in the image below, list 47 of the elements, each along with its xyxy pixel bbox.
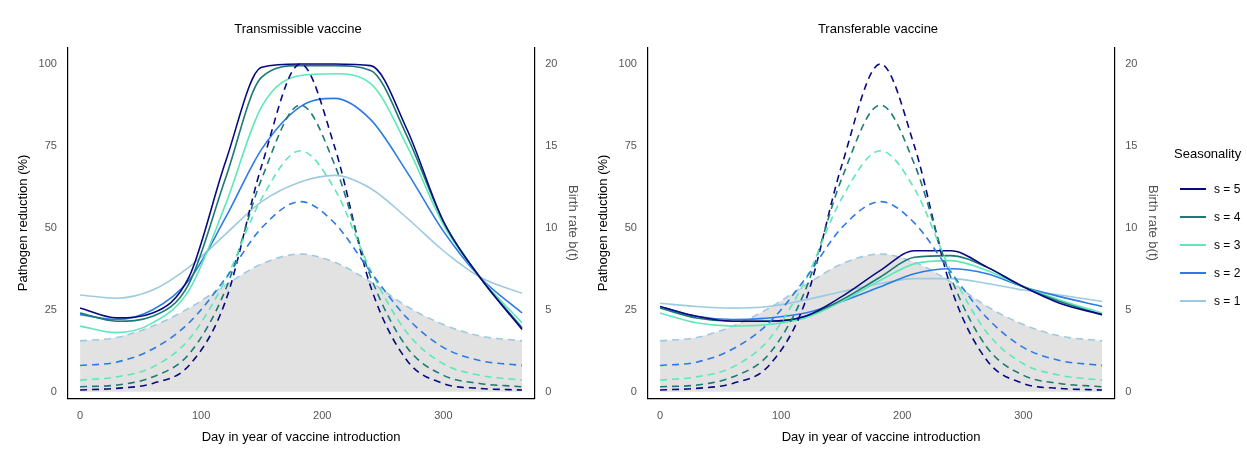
y2-tick-label: 10	[1125, 220, 1138, 233]
x-axis-title: Day in year of vaccine introduction	[781, 428, 981, 444]
x-tick-label: 300	[434, 408, 453, 421]
y-tick-label: 100	[618, 57, 637, 70]
y-tick-label: 50	[624, 220, 637, 233]
x-tick-label: 100	[771, 408, 791, 421]
x-tick-label: 200	[893, 408, 912, 421]
y2-tick-label: 5	[1125, 302, 1132, 315]
legend-label: s = 3	[1214, 238, 1241, 252]
y2-tick-label: 10	[545, 220, 558, 233]
y-tick-label: 75	[624, 138, 637, 151]
x-tick-label: 100	[191, 408, 211, 421]
line-series	[79, 200, 523, 367]
y-tick-label: 25	[624, 302, 637, 315]
y2-tick-label: 0	[545, 384, 552, 397]
chart-title: Transferable vaccine	[817, 21, 939, 37]
y-tick-label: 0	[630, 384, 637, 397]
y-tick-label: 75	[44, 138, 57, 151]
legend-label: s = 2	[1214, 266, 1241, 280]
x-tick-label: 300	[1014, 408, 1033, 421]
y2-tick-label: 15	[1125, 138, 1138, 151]
line-series	[659, 200, 1103, 367]
y-tick-label: 25	[44, 302, 57, 315]
chart-title: Transmissible vaccine	[234, 21, 362, 37]
y2-axis-title: Birth rate b(t)	[1145, 184, 1161, 261]
y2-tick-label: 5	[545, 302, 552, 315]
x-tick-label: 0	[657, 408, 664, 421]
legend-label: s = 4	[1214, 210, 1241, 224]
y-tick-label: 0	[50, 384, 57, 397]
y-tick-label: 50	[44, 220, 57, 233]
line-series	[659, 150, 1103, 381]
line-series	[79, 150, 523, 381]
y2-axis-title: Birth rate b(t)	[565, 184, 581, 261]
legend-label: s = 1	[1214, 294, 1241, 308]
legend-title: Seasonality	[1174, 146, 1242, 161]
y2-tick-label: 15	[545, 138, 558, 151]
x-tick-label: 200	[313, 408, 332, 421]
line-series	[79, 174, 523, 300]
y-tick-label: 100	[38, 57, 57, 70]
x-tick-label: 0	[77, 408, 84, 421]
y2-tick-label: 20	[545, 57, 558, 70]
y-axis-title: Pathogen reduction (%)	[15, 154, 31, 292]
y2-tick-label: 20	[1125, 57, 1138, 70]
y2-tick-label: 0	[1125, 384, 1132, 397]
y-axis-title: Pathogen reduction (%)	[595, 154, 611, 292]
x-axis-title: Day in year of vaccine introduction	[201, 428, 401, 444]
legend-label: s = 5	[1214, 182, 1241, 196]
